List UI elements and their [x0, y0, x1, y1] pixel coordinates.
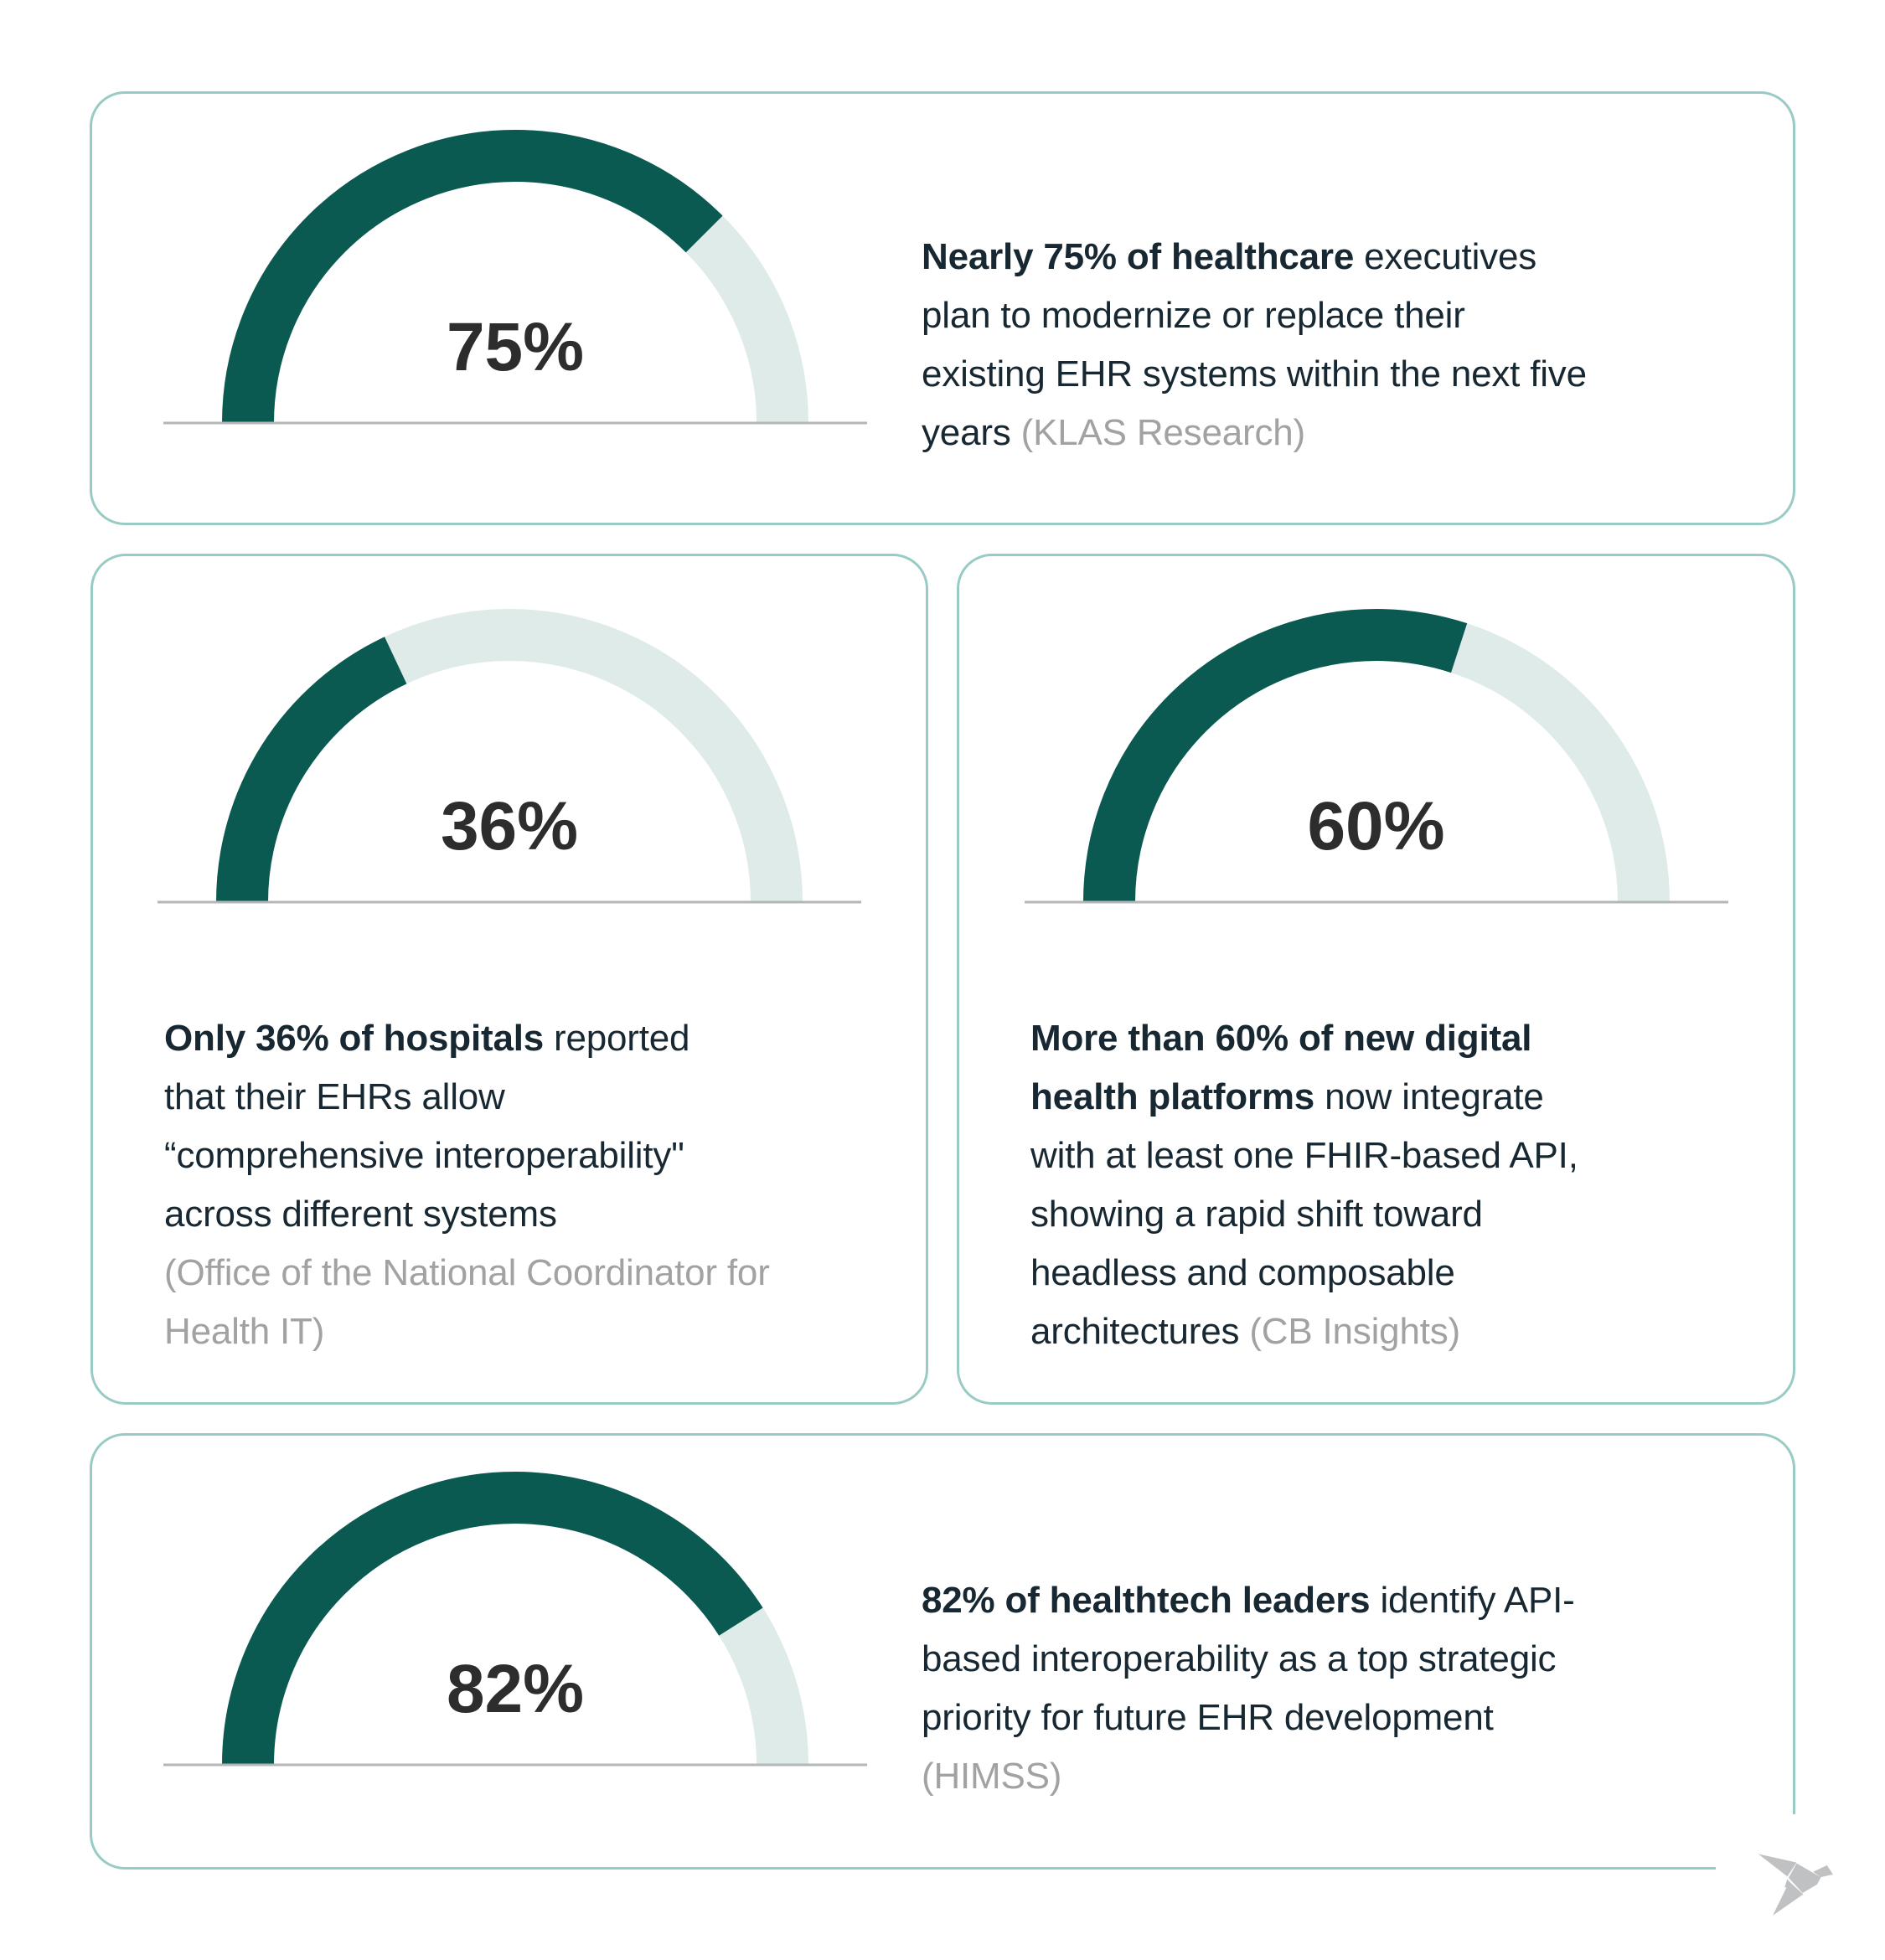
stat-source: (Office of the National Coordinator for …	[164, 1252, 770, 1352]
bird-body	[1789, 1863, 1821, 1893]
stat-paragraph: Nearly 75% of healthcare executives plan…	[922, 228, 1759, 462]
stat-highlight: More than 60% of new digital health plat…	[1030, 1018, 1532, 1117]
stat-card-75: 75% Nearly 75% of healthcare executives …	[90, 91, 1795, 525]
gauge-value-label: 60%	[1307, 788, 1445, 864]
gauge-82-svg	[163, 1472, 867, 1767]
stat-card-36: 36% Only 36% of hospitals reported that …	[90, 554, 928, 1405]
stat-paragraph: More than 60% of new digital health plat…	[1030, 1009, 1734, 1361]
gauge-arc-fill	[222, 1472, 808, 1766]
stat-highlight: Nearly 75% of healthcare	[922, 236, 1355, 277]
gauge-60: 60%	[1024, 583, 1728, 905]
stat-highlight: Only 36% of hospitals	[164, 1018, 545, 1059]
bird-head	[1813, 1865, 1833, 1878]
gauge-82: 82%	[163, 1446, 867, 1767]
stat-highlight: 82% of healthtech leaders	[922, 1579, 1371, 1621]
gauge-75: 75%	[163, 104, 867, 426]
gauge-value-label: 36%	[440, 788, 579, 864]
stat-body-text: now integrate with at least one FHIR-bas…	[1030, 1076, 1578, 1352]
gauge-value-label: 75%	[446, 309, 585, 385]
gauge-75-svg	[163, 130, 867, 425]
gauge-value-label: 82%	[446, 1651, 585, 1727]
stat-source: (CB Insights)	[1249, 1311, 1461, 1352]
stat-body-text: identify API- based interoperability as …	[922, 1579, 1575, 1738]
stat-source: (HIMSS)	[922, 1755, 1062, 1797]
gauge-36: 36%	[158, 583, 861, 905]
stat-source: (KLAS Research)	[1020, 412, 1306, 453]
gauge-arc-fill	[1082, 609, 1670, 903]
gauge-arc-fill	[216, 609, 803, 903]
gauge-36-svg	[158, 609, 861, 904]
origami-bird-logo	[1758, 1854, 1833, 1916]
gauge-60-svg	[1024, 609, 1728, 904]
stat-paragraph: Only 36% of hospitals reported that thei…	[164, 1009, 867, 1361]
stat-card-82: 82% 82% of healthtech leaders identify A…	[90, 1433, 1795, 1870]
stat-card-60: 60% More than 60% of new digital health …	[957, 554, 1795, 1405]
gauge-arc-fill	[222, 130, 808, 424]
stat-body-text: executives plan to modernize or replace …	[922, 236, 1587, 453]
stat-paragraph: 82% of healthtech leaders identify API- …	[922, 1571, 1759, 1806]
stat-body-text: reported that their EHRs allow “comprehe…	[164, 1018, 690, 1235]
logo-corner-mask	[1716, 1814, 1885, 1953]
bird-tail	[1773, 1881, 1804, 1916]
bird-wing	[1758, 1854, 1797, 1877]
